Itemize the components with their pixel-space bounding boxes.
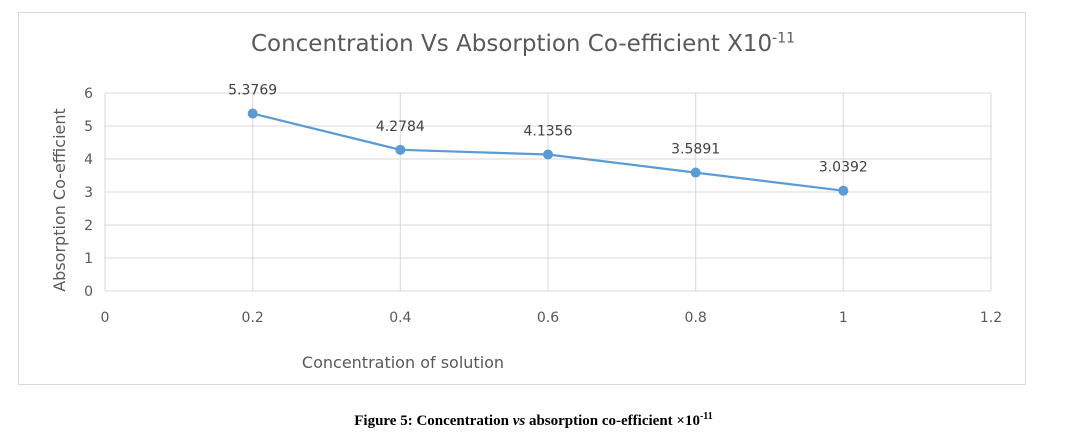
data-point: [395, 144, 406, 155]
data-points: [247, 108, 849, 196]
gridlines: [104, 92, 992, 292]
x-axis-title: Concentration of solution: [302, 353, 504, 372]
chart-frame: Concentration Vs Absorption Co-efficient…: [18, 12, 1026, 385]
y-tick-label: 6: [84, 86, 93, 102]
data-label: 3.0392: [819, 160, 868, 176]
caption-suffix: absorption co-efficient ×10: [525, 413, 700, 429]
y-tick-label: 3: [84, 185, 93, 201]
caption-italic: vs: [512, 413, 526, 429]
chart-title-superscript: -11: [772, 30, 796, 47]
data-point: [543, 149, 553, 160]
data-label: 4.1356: [524, 124, 573, 140]
chart-title-text: Concentration Vs Absorption Co-efficient…: [250, 31, 773, 57]
line-chart: 0 1 2 3 4 5 6 0 0.2 0.4 0.6 0.8 1 1.2 Concentration …: [50, 83, 1003, 372]
y-axis-title: Absorption Co-efficient: [50, 108, 69, 292]
x-tick-label: 0: [101, 310, 110, 326]
data-label: 5.3769: [228, 83, 277, 99]
y-tick-label: 0: [84, 284, 93, 300]
data-point: [838, 185, 849, 196]
figure-caption: Figure 5: Concentration vs absorption co…: [0, 411, 1067, 430]
data-point: [690, 167, 701, 178]
y-tick-label: 2: [84, 218, 93, 234]
x-tick-label: 1: [839, 310, 848, 326]
x-tick-label: 1.2: [980, 310, 1002, 326]
x-axis-ticks: 0 0.2 0.4 0.6 0.8 1 1.2: [101, 310, 1003, 326]
data-label: 3.5891: [671, 142, 720, 158]
x-tick-label: 0.6: [537, 310, 559, 326]
y-tick-label: 1: [84, 251, 93, 267]
y-tick-label: 5: [84, 119, 93, 135]
caption-superscript: -11: [699, 411, 713, 422]
y-tick-label: 4: [84, 152, 93, 168]
x-tick-label: 0.4: [389, 310, 411, 326]
y-axis-ticks: 0 1 2 3 4 5 6: [84, 86, 93, 300]
x-tick-label: 0.2: [242, 310, 264, 326]
data-point: [247, 108, 258, 119]
chart-title: Concentration Vs Absorption Co-efficient…: [19, 31, 1027, 57]
data-label: 4.2784: [376, 119, 425, 135]
caption-prefix: Figure 5: Concentration: [354, 413, 513, 429]
x-tick-label: 0.8: [685, 310, 707, 326]
data-labels: 5.3769 4.2784 4.1356 3.5891 3.0392: [228, 83, 868, 176]
